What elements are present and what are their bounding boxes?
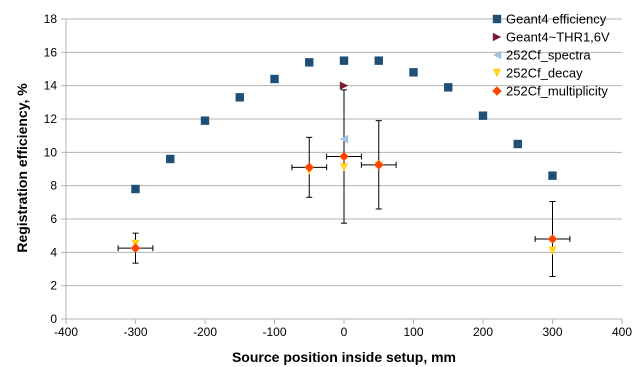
legend-label: Geant4 efficiency <box>506 12 607 27</box>
x-tick-label: -400 <box>54 325 78 339</box>
legend-label: Geant4~THR1,6V <box>506 30 610 45</box>
data-point <box>548 246 557 255</box>
data-point <box>339 163 349 172</box>
data-point <box>548 171 557 180</box>
y-tick-label: 4 <box>50 245 57 259</box>
y-tick-label: 12 <box>44 112 58 126</box>
x-tick-label: 100 <box>403 325 423 339</box>
y-tick-label: 6 <box>50 212 57 226</box>
x-tick-label: 0 <box>341 325 348 339</box>
data-point <box>373 160 384 170</box>
data-point <box>166 154 175 164</box>
data-point <box>339 151 349 162</box>
data-point <box>374 56 383 65</box>
data-point <box>304 162 315 173</box>
data-point <box>513 139 522 149</box>
data-point <box>444 83 453 92</box>
tick-labels: 0 2 4 6 8 10 12 14 16 18 -400 -300 -200 -100 0 100 200 30… <box>44 12 633 339</box>
x-tick-label: -200 <box>193 325 217 339</box>
axes <box>61 18 623 324</box>
data-point <box>305 58 314 67</box>
x-tick-label: -100 <box>262 325 286 339</box>
x-tick-label: 200 <box>473 325 493 339</box>
data-point <box>130 243 141 253</box>
data-point <box>235 93 244 102</box>
error-bars <box>117 89 571 277</box>
data-point <box>131 184 140 194</box>
y-tick-label: 18 <box>44 12 58 26</box>
legend-marker <box>492 50 502 60</box>
x-tick-label: 400 <box>612 325 632 339</box>
legend-label: 252Cf_multiplicity <box>506 84 608 99</box>
y-tick-label: 16 <box>44 45 58 59</box>
y-tick-label: 10 <box>44 145 58 159</box>
legend-label: 252Cf_spectra <box>506 48 591 63</box>
y-axis-title: Registration efficiency, % <box>14 83 30 253</box>
data-point <box>339 56 349 65</box>
data-points <box>130 56 558 255</box>
data-point <box>200 116 210 125</box>
data-point <box>270 74 279 84</box>
data-point <box>409 68 418 77</box>
legend-marker <box>492 14 502 24</box>
data-point <box>547 234 558 244</box>
y-tick-label: 0 <box>50 312 57 326</box>
x-tick-label: 300 <box>542 325 562 339</box>
x-axis-title: Source position inside setup, mm <box>232 349 456 365</box>
legend-marker <box>492 68 502 78</box>
legend-marker <box>492 32 502 42</box>
legend-label: 252Cf_decay <box>506 66 583 81</box>
legend-marker <box>492 86 502 96</box>
y-tick-label: 14 <box>44 79 58 93</box>
legend: Geant4 efficiency Geant4~THR1,6V 252Cf_spe… <box>492 12 610 99</box>
y-tick-label: 2 <box>50 279 57 293</box>
data-point <box>339 81 349 90</box>
x-tick-label: -300 <box>123 325 147 339</box>
data-point <box>339 134 349 144</box>
y-tick-label: 8 <box>50 179 57 193</box>
data-point <box>478 111 488 120</box>
